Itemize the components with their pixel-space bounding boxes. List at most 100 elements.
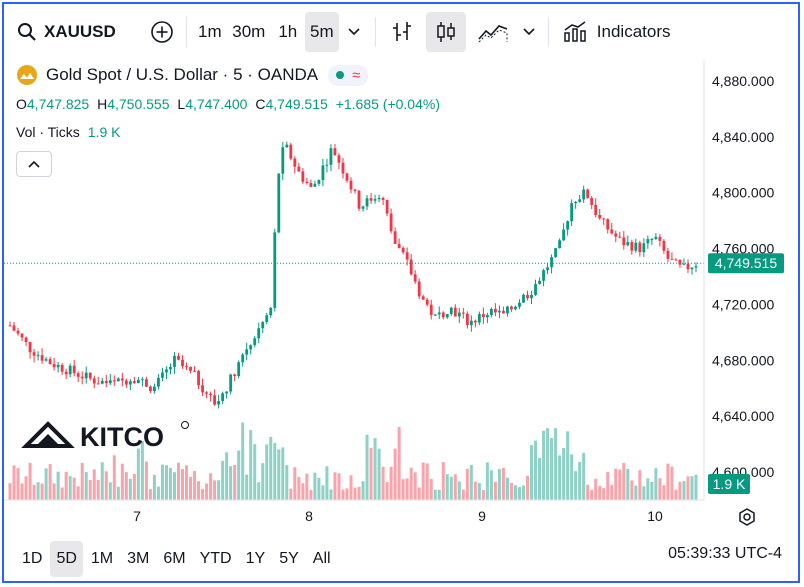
candle bbox=[136, 377, 140, 384]
volume-bar bbox=[257, 482, 261, 500]
candle bbox=[606, 218, 610, 234]
time-axis[interactable]: 7 8 9 10 bbox=[133, 508, 663, 524]
interval-5m[interactable]: 5m bbox=[304, 12, 339, 52]
candles-style-button[interactable] bbox=[425, 12, 466, 52]
volume-bar bbox=[413, 472, 417, 500]
chart-settings-button[interactable] bbox=[739, 508, 755, 526]
candle bbox=[16, 327, 20, 336]
candle bbox=[510, 305, 513, 312]
indicators-button[interactable]: Indicators bbox=[555, 12, 679, 52]
volume-bar bbox=[618, 469, 622, 500]
collapse-legend-button[interactable] bbox=[16, 151, 52, 177]
volume-bar bbox=[152, 474, 156, 500]
chart-type-dropdown[interactable] bbox=[516, 12, 542, 52]
market-status-badge[interactable]: ≈ bbox=[328, 64, 369, 86]
symbol-legend[interactable]: Gold Spot / U.S. Dollar · 5 · OANDA ≈ bbox=[16, 64, 369, 86]
volume-bar bbox=[481, 489, 485, 500]
interval-30m[interactable]: 30m bbox=[232, 22, 266, 41]
volume-bar bbox=[36, 482, 40, 500]
candle bbox=[257, 322, 261, 344]
candle bbox=[120, 372, 124, 387]
candle bbox=[92, 375, 96, 389]
candle bbox=[594, 198, 598, 218]
candle bbox=[550, 254, 553, 274]
range-1m[interactable]: 1M bbox=[90, 550, 114, 567]
range-1d[interactable]: 1D bbox=[22, 550, 43, 567]
candle bbox=[417, 278, 421, 300]
candle bbox=[590, 196, 594, 210]
candle bbox=[24, 336, 28, 346]
volume-bar bbox=[421, 462, 425, 500]
range-1y[interactable]: 1Y bbox=[245, 550, 266, 567]
candle bbox=[453, 304, 457, 317]
range-5d[interactable]: 5D bbox=[50, 541, 83, 577]
interval-1h[interactable]: 1h bbox=[278, 22, 298, 41]
interval-dropdown[interactable] bbox=[339, 12, 369, 52]
candle bbox=[602, 217, 606, 225]
volume-tag: 1.9 K bbox=[708, 474, 750, 494]
volume-bar bbox=[329, 489, 333, 500]
clock[interactable]: 05:39:33 UTC-4 bbox=[668, 545, 782, 562]
legend-title: Gold Spot / U.S. Dollar · 5 · OANDA bbox=[46, 65, 319, 84]
volume-bar bbox=[269, 436, 273, 500]
volume-bar bbox=[305, 473, 309, 500]
bar-style-button[interactable] bbox=[382, 12, 422, 52]
candle bbox=[20, 333, 24, 342]
candles-icon bbox=[437, 22, 455, 42]
volume-bar bbox=[361, 481, 365, 500]
range-3m[interactable]: 3M bbox=[127, 550, 150, 567]
candle bbox=[638, 240, 642, 257]
volume-bar bbox=[52, 483, 56, 500]
candle bbox=[461, 307, 465, 319]
volume-bar bbox=[345, 488, 349, 500]
volume-bar bbox=[509, 482, 513, 500]
price-chart[interactable]: 4,600.0004,640.0004,680.0004,720.0004,76… bbox=[4, 60, 798, 537]
volume-bar bbox=[662, 485, 666, 500]
candle bbox=[449, 306, 453, 316]
candle bbox=[682, 258, 686, 266]
volume-bar bbox=[457, 481, 461, 500]
y-tick-label: 4,680.000 bbox=[712, 352, 774, 368]
volume-bar bbox=[638, 470, 642, 500]
candle bbox=[8, 321, 12, 327]
candle bbox=[116, 377, 120, 382]
compare-symbol-button[interactable] bbox=[144, 12, 180, 52]
candle bbox=[498, 305, 501, 319]
volume-legend[interactable]: Vol · Ticks 1.9 K bbox=[16, 124, 121, 140]
volume-bar bbox=[521, 485, 525, 500]
volume-bar bbox=[493, 481, 497, 500]
volume-bar bbox=[293, 467, 297, 500]
symbol-search[interactable]: XAUUSD bbox=[4, 12, 116, 52]
range-all[interactable]: All bbox=[312, 550, 331, 567]
volume-bar bbox=[417, 487, 421, 500]
volume-bars bbox=[8, 422, 698, 500]
volume-bar bbox=[566, 431, 570, 500]
interval-1m[interactable]: 1m bbox=[197, 22, 222, 41]
volume-bar bbox=[341, 489, 345, 500]
candle bbox=[229, 373, 233, 395]
candle bbox=[546, 262, 549, 275]
volume-bar bbox=[546, 428, 550, 500]
volume-bar bbox=[176, 462, 180, 500]
volume-bar bbox=[249, 430, 253, 500]
candle bbox=[481, 307, 485, 324]
area-style-button[interactable] bbox=[470, 12, 516, 52]
candle bbox=[674, 258, 678, 261]
volume-bar bbox=[393, 448, 397, 500]
volume-bar bbox=[610, 484, 614, 500]
low-value: 4,747.400 bbox=[185, 96, 248, 112]
range-5y[interactable]: 5Y bbox=[279, 550, 299, 567]
candle bbox=[381, 196, 385, 206]
candle bbox=[658, 233, 662, 247]
candle bbox=[321, 158, 325, 187]
range-ytd[interactable]: YTD bbox=[199, 550, 232, 567]
candle bbox=[405, 247, 409, 266]
range-6m[interactable]: 6M bbox=[163, 550, 186, 567]
price-axis[interactable]: 4,600.0004,640.0004,680.0004,720.0004,76… bbox=[712, 73, 774, 480]
candle bbox=[433, 313, 437, 317]
volume-bar bbox=[201, 489, 205, 500]
candle bbox=[662, 239, 666, 254]
candle bbox=[341, 158, 345, 179]
top-toolbar: XAUUSD 1m 30m 1h 5m Indicators bbox=[4, 4, 798, 60]
